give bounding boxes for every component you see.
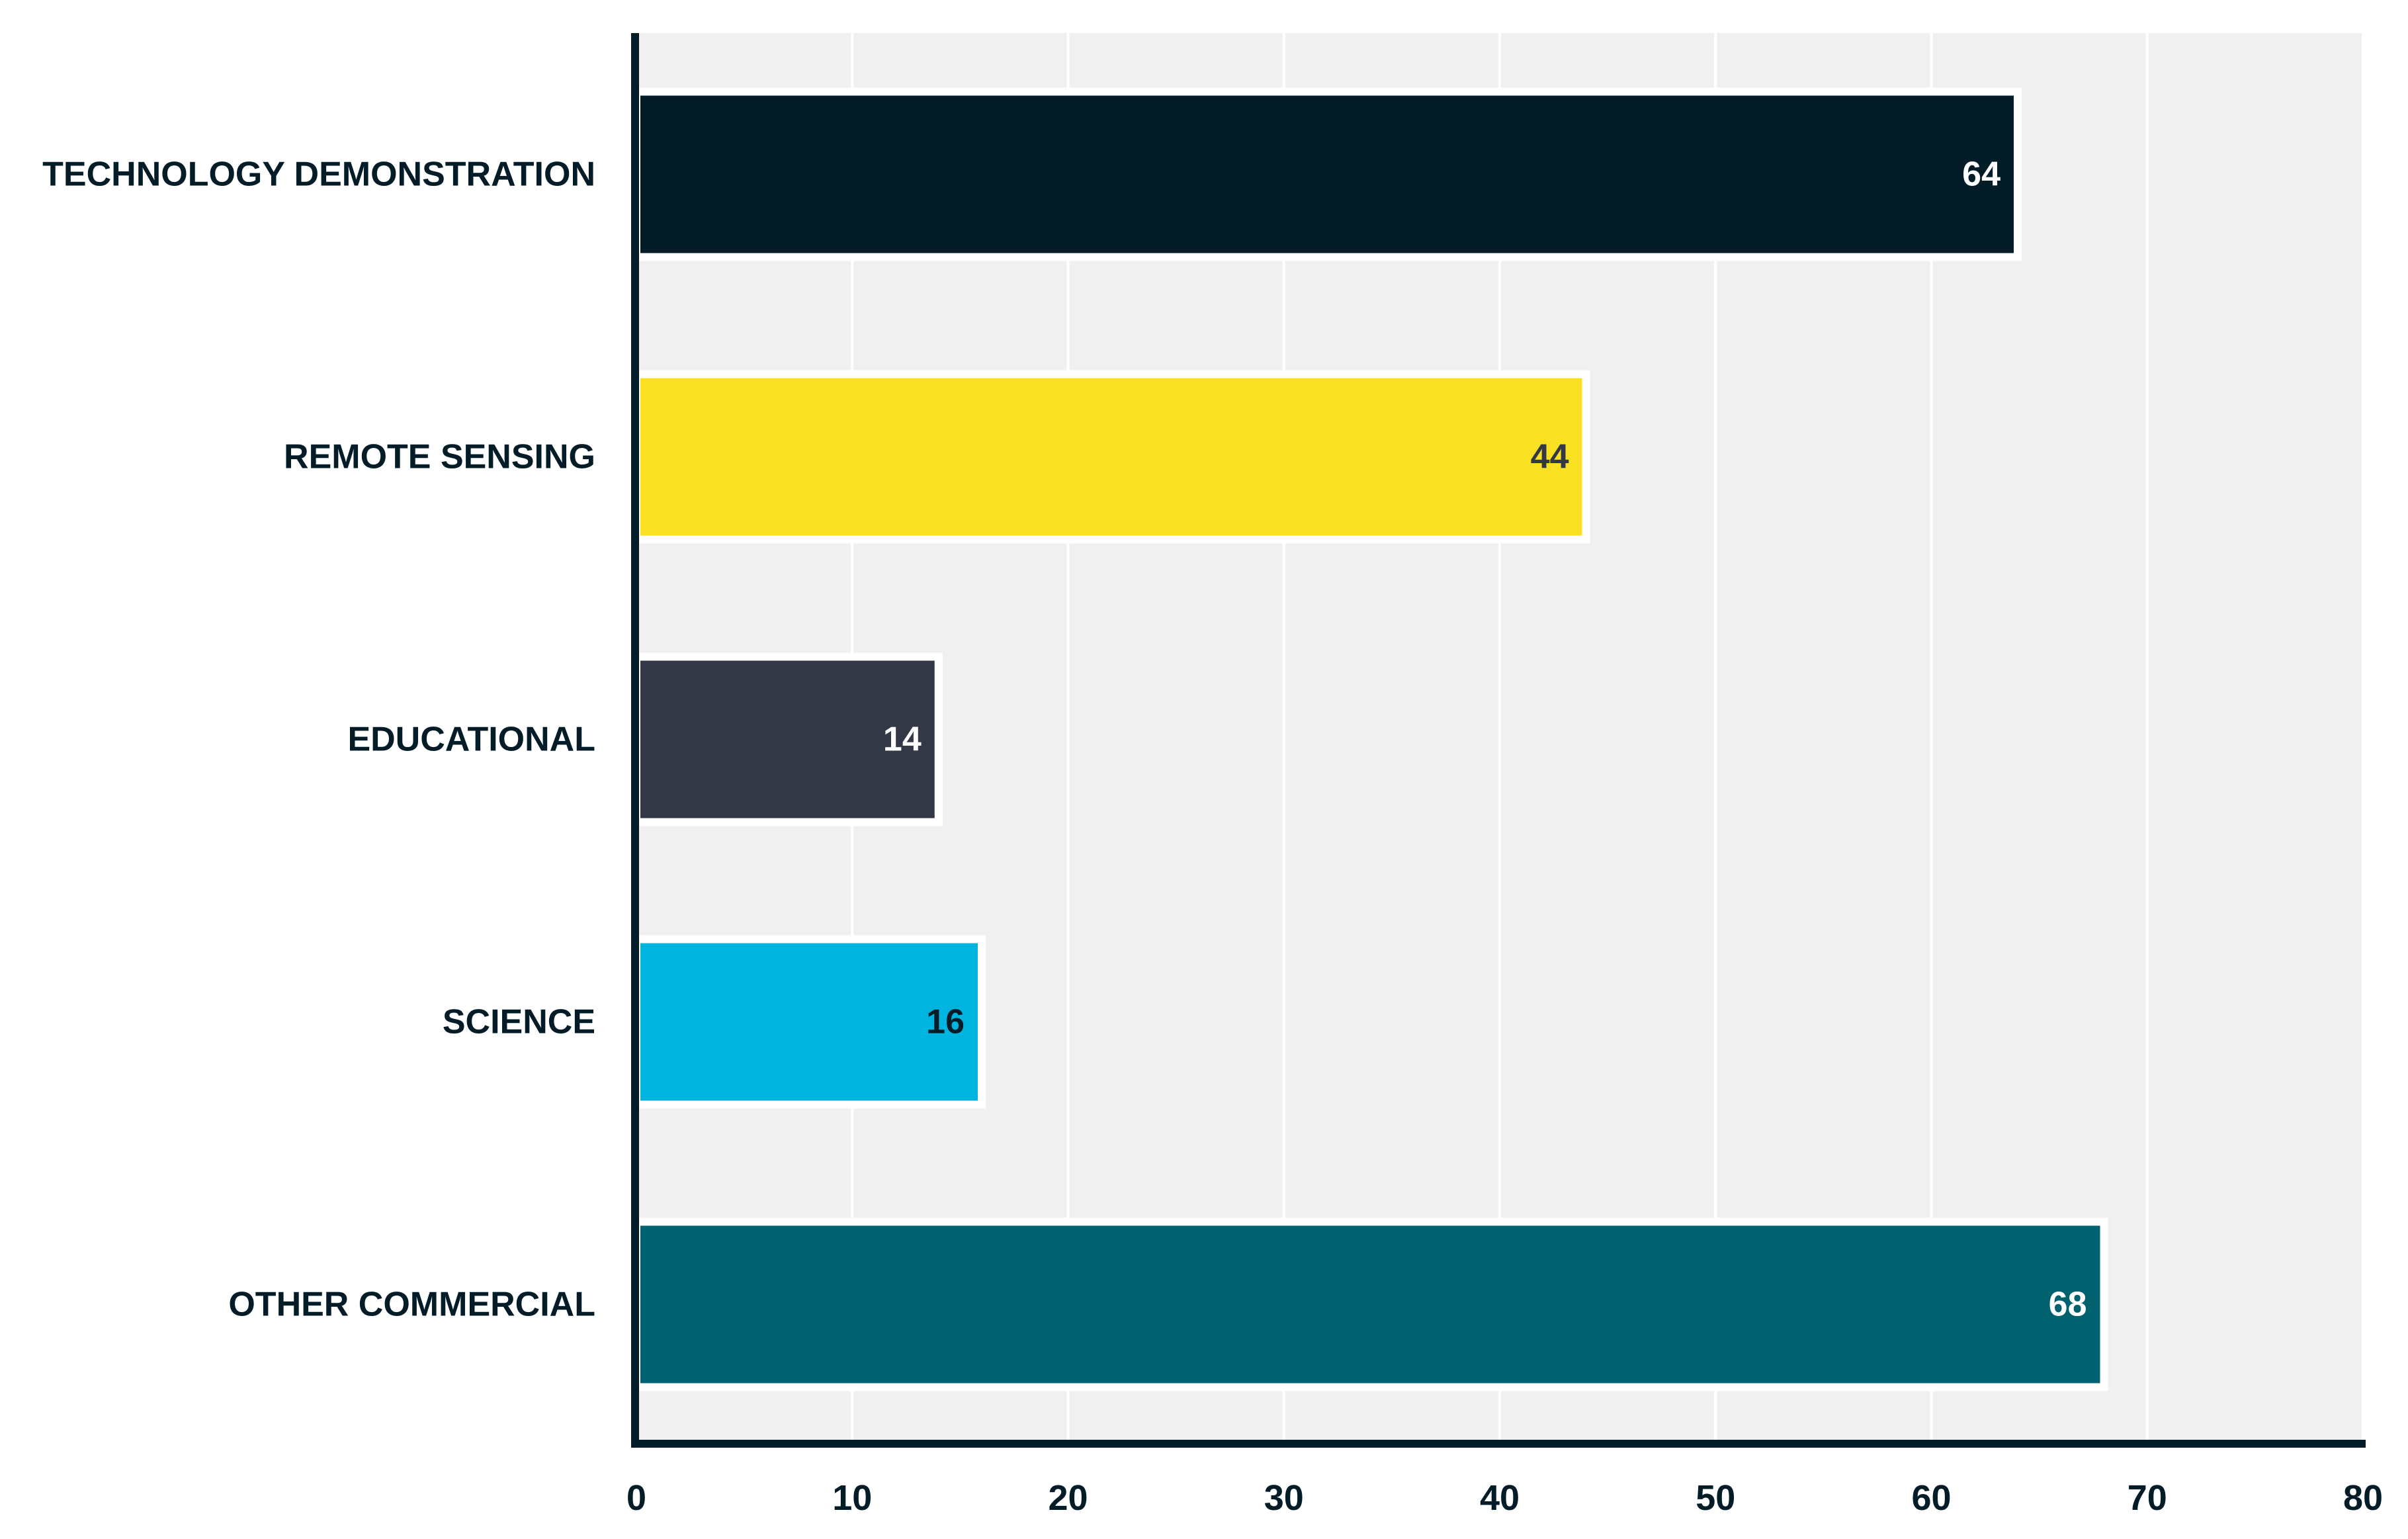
grid-lines — [851, 33, 2364, 1444]
x-tick-label: 50 — [1696, 1478, 1735, 1518]
bar — [632, 1217, 2108, 1391]
x-tick-label: 20 — [1048, 1478, 1088, 1518]
x-tick-label: 60 — [1911, 1478, 1951, 1518]
data-label: 16 — [926, 1003, 965, 1041]
category-label: SCIENCE — [443, 1003, 595, 1041]
data-label: 68 — [2049, 1286, 2087, 1324]
x-tick-label: 0 — [626, 1478, 646, 1518]
data-label: 14 — [883, 721, 922, 759]
data-labels: 64 44 14 16 68 — [883, 155, 2087, 1324]
x-tick-label: 70 — [2128, 1478, 2167, 1518]
category-label: OTHER COMMERCIAL — [228, 1286, 595, 1324]
x-tick-labels: 0 10 20 30 40 50 60 70 80 — [626, 1478, 2383, 1518]
category-label: REMOTE SENSING — [284, 438, 595, 476]
x-tick-label: 30 — [1264, 1478, 1304, 1518]
x-tick-label: 10 — [832, 1478, 872, 1518]
bar — [632, 935, 986, 1109]
data-label: 64 — [1962, 155, 2000, 194]
x-tick-label: 40 — [1480, 1478, 1520, 1518]
bar — [632, 87, 2022, 261]
bar — [632, 370, 1590, 544]
category-label: TECHNOLOGY DEMONSTRATION — [42, 155, 595, 194]
data-label: 44 — [1531, 438, 1569, 476]
category-label: EDUCATIONAL — [347, 721, 595, 759]
category-labels: TECHNOLOGY DEMONSTRATION REMOTE SENSING ED… — [42, 155, 595, 1324]
x-tick-label: 80 — [2343, 1478, 2383, 1518]
